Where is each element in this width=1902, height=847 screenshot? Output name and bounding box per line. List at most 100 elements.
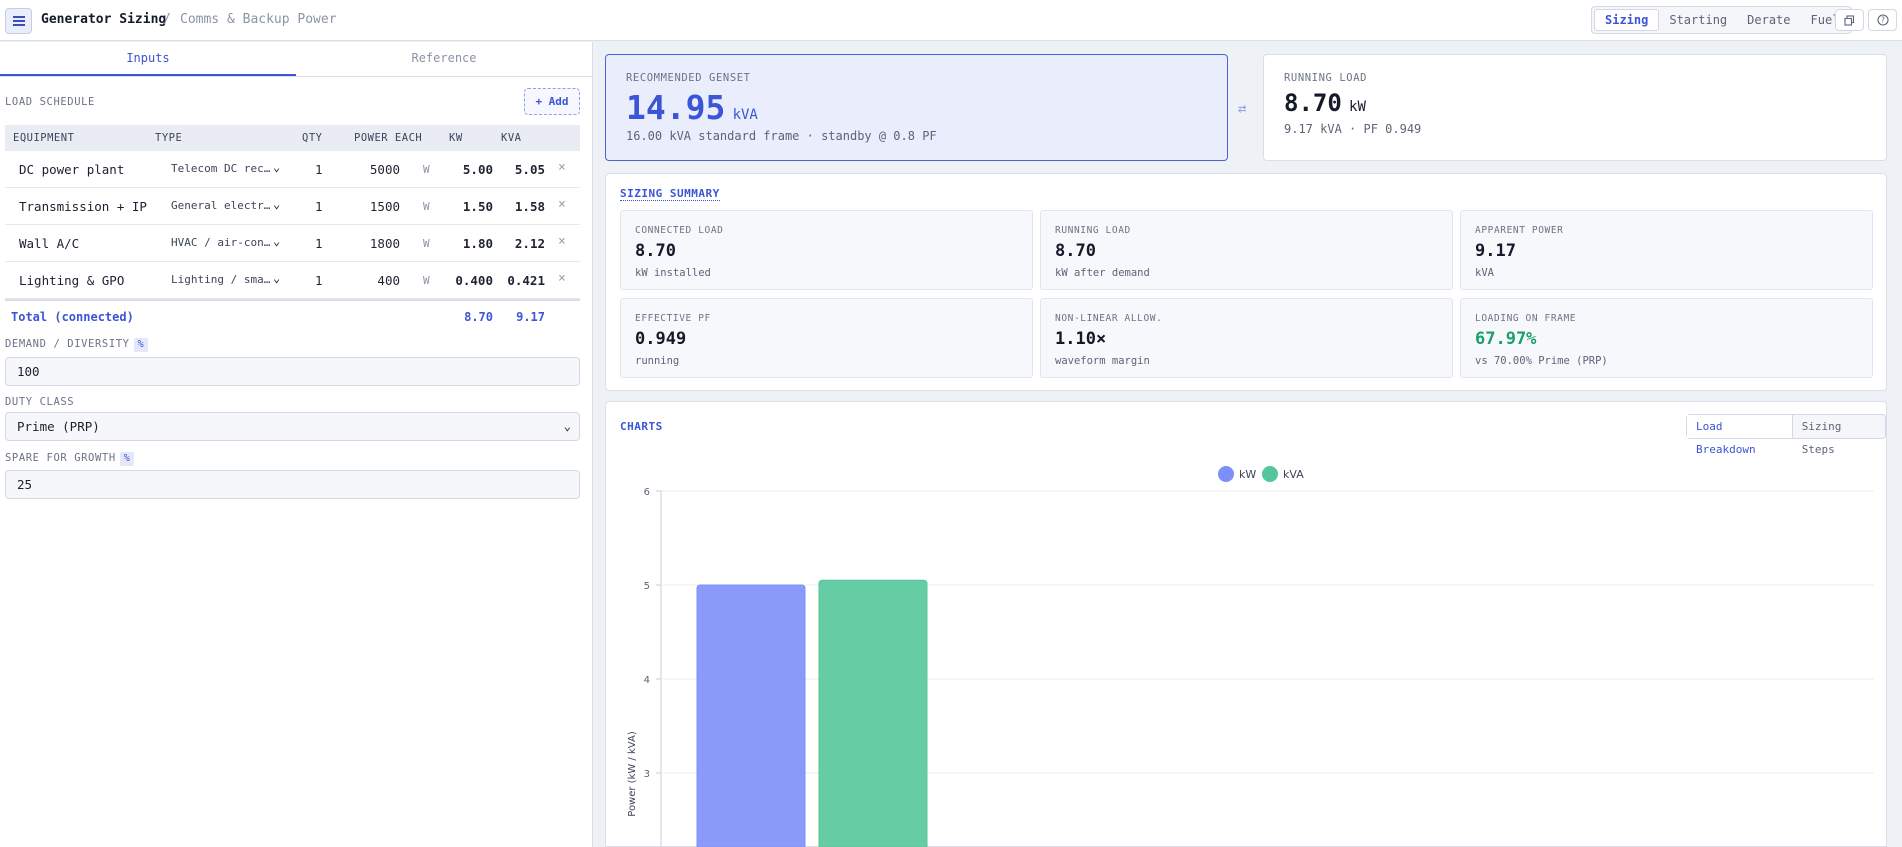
qty-input[interactable]: 1 bbox=[315, 273, 323, 288]
power-unit: W bbox=[423, 163, 430, 176]
y-axis-label: Power (kW / kVA) bbox=[627, 731, 638, 817]
power-unit: W bbox=[423, 274, 430, 287]
demand-unit-badge: % bbox=[133, 338, 149, 352]
chart-tabs: Load Breakdown Sizing Steps bbox=[1686, 414, 1886, 456]
tab-derate[interactable]: Derate bbox=[1747, 13, 1791, 27]
legend-label: kVA bbox=[1283, 468, 1304, 481]
tile-label: CONNECTED LOAD bbox=[635, 225, 724, 236]
tab-load-breakdown[interactable]: Load Breakdown bbox=[1687, 415, 1793, 456]
spare-label: SPARE FOR GROWTH% bbox=[5, 452, 135, 466]
power-input[interactable]: 1500 bbox=[369, 199, 400, 214]
summary-title-text: SIZING SUMMARY bbox=[620, 187, 720, 201]
add-load-button[interactable]: + Add bbox=[524, 88, 580, 115]
demand-input[interactable]: 100 bbox=[5, 357, 580, 386]
equipment-name[interactable]: Transmission + IP bbox=[19, 199, 147, 214]
qty-input[interactable]: 1 bbox=[315, 162, 323, 177]
inputs-panel: Inputs Reference LOAD SCHEDULE + Add EQU… bbox=[0, 42, 593, 847]
chevron-down-icon: ⌄ bbox=[563, 419, 571, 433]
recommended-value-line: 14.95 kVA bbox=[626, 88, 758, 127]
row-kva: 0.421 bbox=[507, 273, 545, 288]
remove-row-icon[interactable]: × bbox=[558, 271, 566, 286]
remove-row-icon[interactable]: × bbox=[558, 234, 566, 249]
power-input[interactable]: 5000 bbox=[369, 162, 400, 177]
col-power-each: POWER EACH bbox=[354, 132, 423, 144]
spare-unit-badge: % bbox=[119, 452, 135, 466]
col-qty: QTY bbox=[302, 132, 323, 144]
tile-value: 1.10× bbox=[1055, 329, 1107, 349]
power-input[interactable]: 1800 bbox=[369, 236, 400, 251]
row-kva: 1.58 bbox=[514, 199, 545, 214]
tile-value: 8.70 bbox=[635, 241, 676, 261]
equipment-name[interactable]: Wall A/C bbox=[19, 236, 80, 251]
tile-sub: kW after demand bbox=[1055, 267, 1150, 279]
bar-kva bbox=[818, 579, 928, 847]
chevron-down-icon[interactable]: ⌄ bbox=[273, 271, 281, 285]
equipment-name[interactable]: Lighting & GPO bbox=[19, 273, 125, 288]
running-sub: 9.17 kVA · PF 0.949 bbox=[1284, 122, 1422, 136]
running-value: 8.70 bbox=[1284, 89, 1342, 117]
tab-sizing-steps[interactable]: Sizing Steps bbox=[1801, 420, 1842, 456]
tile-sub: running bbox=[635, 355, 680, 367]
tab-inputs[interactable]: Inputs bbox=[0, 42, 296, 76]
power-unit: W bbox=[423, 200, 430, 213]
total-kva: 9.17 bbox=[516, 310, 545, 324]
tile-non-linear-allowance: NON-LINEAR ALLOW. 1.10× waveform margin bbox=[1040, 298, 1453, 378]
chevron-down-icon[interactable]: ⌄ bbox=[273, 234, 281, 248]
spare-label-text: SPARE FOR GROWTH bbox=[5, 452, 116, 464]
y-tick-label: 6 bbox=[644, 487, 650, 498]
chevron-down-icon[interactable]: ⌄ bbox=[273, 160, 281, 174]
load-schedule-label: LOAD SCHEDULE bbox=[5, 96, 95, 108]
table-header: EQUIPMENT TYPE QTY POWER EACH KW KVA bbox=[5, 125, 580, 151]
equipment-name[interactable]: DC power plant bbox=[19, 162, 125, 177]
row-kw: 1.80 bbox=[462, 236, 493, 251]
remove-row-icon[interactable]: × bbox=[558, 197, 566, 212]
tile-value: 9.17 bbox=[1475, 241, 1516, 261]
y-tick-label: 4 bbox=[644, 675, 650, 686]
menu-icon[interactable] bbox=[5, 8, 32, 34]
type-select[interactable]: Lighting / sma… bbox=[171, 273, 271, 286]
svg-text:?: ? bbox=[1881, 16, 1885, 25]
recommended-label: RECOMMENDED GENSET bbox=[626, 72, 751, 84]
col-kw: KW bbox=[449, 132, 463, 144]
running-value-line: 8.70 kW bbox=[1284, 89, 1366, 117]
y-tick-label: 3 bbox=[644, 769, 650, 780]
swap-icon: ⇄ bbox=[1238, 101, 1247, 117]
tile-label: APPARENT POWER bbox=[1475, 225, 1564, 236]
tile-label: NON-LINEAR ALLOW. bbox=[1055, 313, 1163, 324]
row-kw: 1.50 bbox=[462, 199, 493, 214]
duty-class-label: DUTY CLASS bbox=[5, 396, 75, 408]
power-unit: W bbox=[423, 237, 430, 250]
recommended-unit: kVA bbox=[732, 107, 758, 123]
tile-sub: waveform margin bbox=[1055, 355, 1150, 367]
duty-class-select[interactable]: Prime (PRP) ⌄ bbox=[5, 412, 580, 441]
type-select[interactable]: General electr… bbox=[171, 199, 271, 212]
power-input[interactable]: 400 bbox=[377, 273, 400, 288]
qty-input[interactable]: 1 bbox=[315, 199, 323, 214]
copy-icon[interactable] bbox=[1835, 9, 1864, 31]
total-row: Total (connected) 8.70 9.17 bbox=[5, 299, 580, 328]
demand-label: DEMAND / DIVERSITY% bbox=[5, 338, 149, 352]
spare-growth-input[interactable]: 25 bbox=[5, 470, 580, 499]
running-load-card: RUNNING LOAD 8.70 kW 9.17 kVA · PF 0.949 bbox=[1263, 54, 1887, 161]
table-row: Transmission + IP General electr… ⌄ 1 15… bbox=[5, 188, 580, 225]
total-kw: 8.70 bbox=[464, 310, 493, 324]
tab-fuel[interactable]: Fuel bbox=[1810, 13, 1840, 27]
left-tabs: Inputs Reference bbox=[0, 42, 592, 77]
bar-kw bbox=[696, 584, 806, 847]
chevron-down-icon[interactable]: ⌄ bbox=[273, 197, 281, 211]
tab-starting[interactable]: Starting bbox=[1669, 13, 1728, 27]
remove-row-icon[interactable]: × bbox=[558, 160, 566, 175]
load-breakdown-chart: 3 4 5 6 kW kVA Power (kW / kVA) bbox=[627, 466, 1874, 847]
col-type: TYPE bbox=[155, 132, 183, 144]
help-icon[interactable]: ? bbox=[1868, 9, 1897, 31]
tile-label: LOADING ON FRAME bbox=[1475, 313, 1577, 324]
type-select[interactable]: HVAC / air-con… bbox=[171, 236, 271, 249]
tab-reference[interactable]: Reference bbox=[411, 51, 477, 65]
tile-value: 67.97% bbox=[1475, 329, 1537, 349]
top-bar: Generator Sizing / Comms & Backup Power … bbox=[0, 0, 1902, 41]
demand-label-text: DEMAND / DIVERSITY bbox=[5, 338, 130, 350]
tab-sizing[interactable]: Sizing bbox=[1594, 9, 1660, 31]
type-select[interactable]: Telecom DC rec… bbox=[171, 162, 271, 175]
qty-input[interactable]: 1 bbox=[315, 236, 323, 251]
recommended-genset-card: RECOMMENDED GENSET 14.95 kVA 16.00 kVA s… bbox=[605, 54, 1228, 161]
